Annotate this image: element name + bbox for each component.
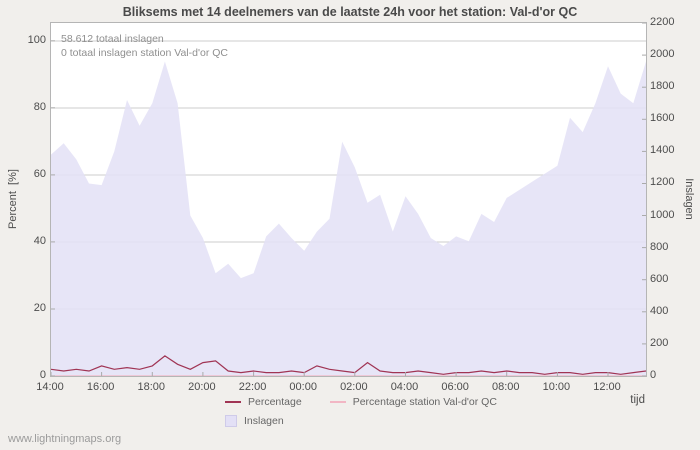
x-tick-label: 22:00 — [238, 381, 267, 393]
x-tick-label: 08:00 — [491, 381, 520, 393]
y-right-tick-label: 1400 — [650, 144, 675, 157]
annotation-station-strikes: 0 totaal inslagen station Val-d'or QC — [61, 47, 228, 59]
legend: Percentage Percentage station Val-d'or Q… — [225, 396, 525, 434]
y-left-tick-label: 20 — [33, 301, 46, 314]
x-tick-label: 14:00 — [36, 381, 64, 393]
y-right-tick-label: 2200 — [650, 16, 675, 28]
x-axis-label: tijd — [630, 394, 645, 406]
y-left-tick-label: 100 — [27, 33, 46, 46]
legend-swatch-inslagen — [225, 415, 237, 427]
y-right-tick-label: 2000 — [650, 48, 675, 61]
x-tick-label: 16:00 — [86, 381, 115, 393]
legend-row-area: Inslagen — [225, 415, 525, 427]
y-right-tick-label: 0 — [650, 369, 657, 381]
y-right-tick-label: 600 — [650, 272, 669, 285]
y-left-tick-label: 80 — [33, 100, 46, 113]
legend-label-inslagen: Inslagen — [244, 415, 284, 427]
x-tick-label: 10:00 — [542, 381, 571, 393]
x-tick-label: 00:00 — [289, 381, 317, 393]
legend-item-percentage-station: Percentage station Val-d'or QC — [329, 396, 497, 408]
area-inslagen — [51, 61, 646, 376]
x-tick-label: 04:00 — [390, 381, 419, 393]
y-right-tick-label: 1000 — [650, 208, 675, 221]
y-left-tick-label: 0 — [39, 369, 46, 381]
line-percentage — [51, 355, 646, 375]
legend-label-percentage-station: Percentage station Val-d'or QC — [352, 396, 497, 408]
chart-canvas — [51, 23, 646, 376]
annotation-total-strikes: 58.612 totaal inslagen — [61, 33, 164, 45]
legend-swatch-percentage — [225, 401, 241, 403]
y-right-tick-label: 800 — [650, 240, 669, 253]
page-title: Bliksems met 14 deelnemers van de laatst… — [122, 5, 578, 19]
y-left-tick-label: 60 — [33, 167, 46, 180]
x-tick-label: 02:00 — [340, 381, 368, 393]
y-right-tick-label: 1800 — [650, 80, 675, 93]
y-right-tick-label: 400 — [650, 304, 669, 317]
legend-label-percentage: Percentage — [248, 396, 302, 408]
watermark: www.lightningmaps.org — [8, 433, 122, 445]
y-left-tick-label: 40 — [33, 234, 46, 247]
legend-row-lines: Percentage Percentage station Val-d'or Q… — [225, 396, 525, 408]
legend-item-percentage: Percentage — [225, 396, 302, 408]
plot-area: 58.612 totaal inslagen 0 totaal inslagen… — [50, 22, 647, 377]
legend-item-inslagen: Inslagen — [225, 415, 284, 427]
x-tick-label: 06:00 — [441, 381, 469, 393]
y-right-tick-label: 1200 — [650, 176, 675, 189]
x-tick-label: 18:00 — [137, 381, 166, 393]
y-right-tick-label: 200 — [650, 336, 669, 349]
x-tick-label: 12:00 — [593, 381, 621, 393]
x-tick-label: 20:00 — [188, 381, 216, 393]
y-right-tick-label: 1600 — [650, 112, 675, 125]
legend-swatch-percentage-station — [329, 401, 346, 403]
